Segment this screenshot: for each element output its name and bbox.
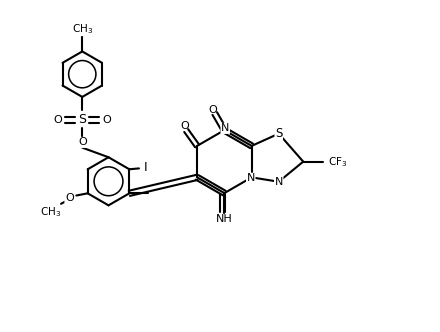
Text: N: N bbox=[275, 177, 283, 187]
Text: O: O bbox=[53, 115, 62, 124]
Text: N: N bbox=[246, 173, 255, 183]
Text: NH: NH bbox=[216, 214, 233, 224]
Text: CH$_3$: CH$_3$ bbox=[72, 22, 93, 36]
Text: S: S bbox=[275, 127, 282, 140]
Text: N: N bbox=[221, 124, 229, 133]
Text: I: I bbox=[144, 161, 148, 174]
Text: O: O bbox=[209, 105, 217, 115]
Text: CH$_3$: CH$_3$ bbox=[40, 206, 61, 219]
Text: CF$_3$: CF$_3$ bbox=[328, 155, 348, 169]
Text: O: O bbox=[78, 137, 87, 147]
Text: S: S bbox=[78, 113, 86, 126]
Text: O: O bbox=[180, 121, 189, 131]
Text: O: O bbox=[103, 115, 111, 124]
Text: O: O bbox=[65, 193, 73, 203]
